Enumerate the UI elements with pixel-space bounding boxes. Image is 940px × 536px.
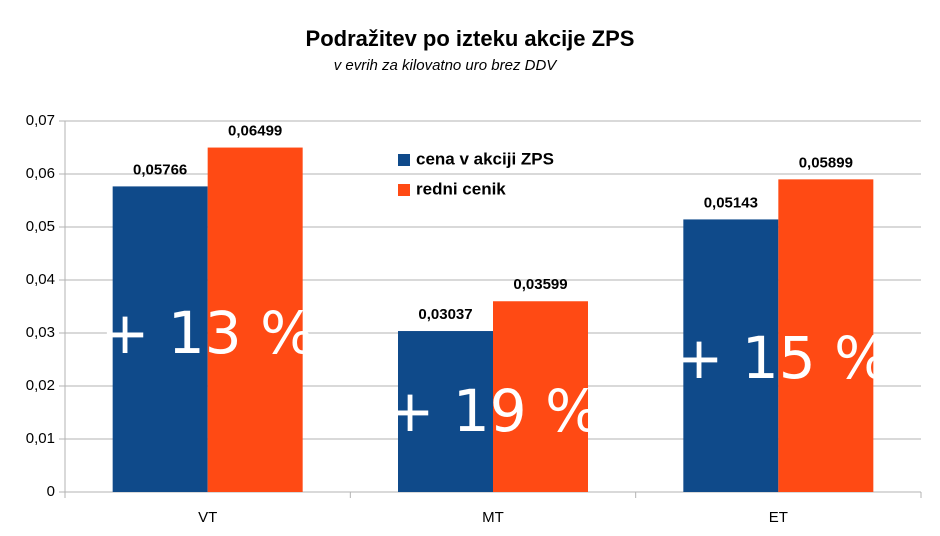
annotation: + 13 % [101, 299, 315, 367]
x-tick-label: MT [482, 509, 504, 526]
x-tick-label: VT [198, 509, 217, 526]
value-label: 0,06499 [228, 123, 282, 140]
bar [778, 179, 874, 492]
legend-label: redni cenik [416, 179, 506, 198]
bar [493, 301, 588, 492]
chart-subtitle: v evrih za kilovatno uro brez DDV [334, 57, 559, 74]
value-label: 0,05766 [133, 161, 187, 178]
y-tick-label: 0,01 [26, 430, 55, 447]
y-tick-label: 0 [47, 483, 55, 500]
legend-swatch [398, 154, 410, 166]
annotation: + 15 % [675, 324, 889, 392]
bar [398, 331, 493, 492]
y-tick-label: 0,03 [26, 324, 55, 341]
x-tick-label: ET [769, 509, 788, 526]
value-label: 0,03037 [418, 306, 472, 323]
y-tick-label: 0,06 [26, 165, 55, 182]
value-label: 0,05899 [799, 154, 853, 171]
bar [112, 186, 208, 493]
value-label: 0,03599 [513, 276, 567, 293]
bar [683, 219, 779, 492]
y-tick-label: 0,05 [26, 218, 55, 235]
y-tick-label: 0,02 [26, 377, 55, 394]
value-label: 0,05143 [704, 194, 758, 211]
y-tick-label: 0,04 [26, 271, 55, 288]
annotation: + 19 % [386, 377, 600, 445]
chart-title: Podražitev po izteku akcije ZPS [306, 26, 635, 51]
legend-label: cena v akciji ZPS [416, 149, 554, 168]
y-tick-label: 0,07 [26, 112, 55, 129]
bar [207, 147, 303, 493]
legend-swatch [398, 184, 410, 196]
